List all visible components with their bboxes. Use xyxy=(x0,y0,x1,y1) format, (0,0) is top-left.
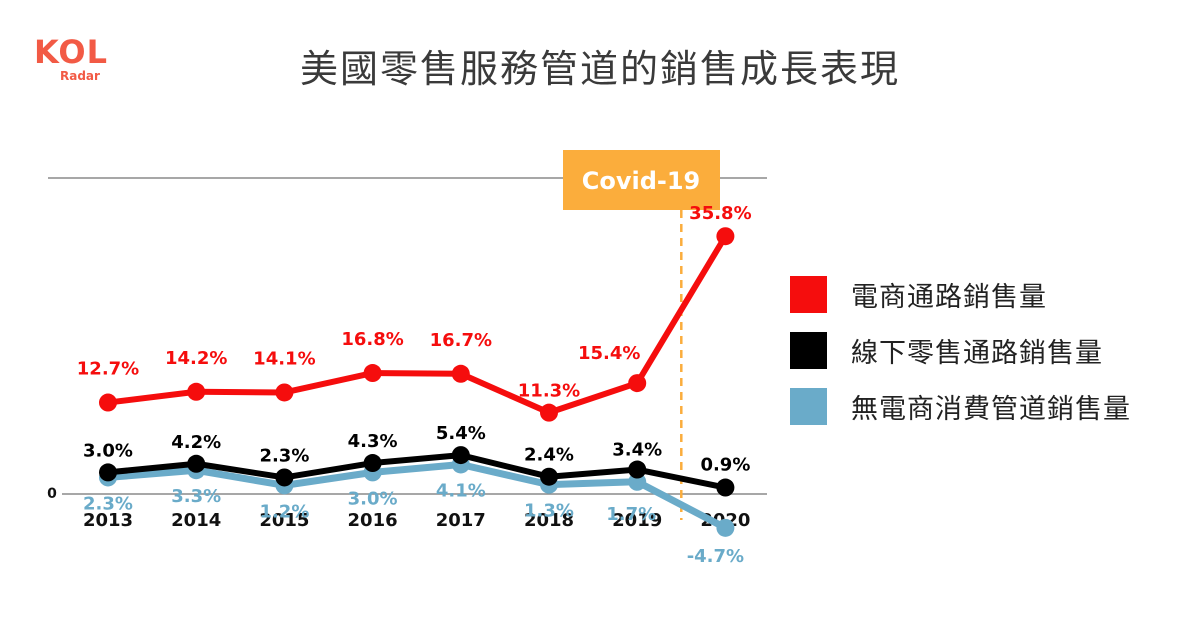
series-offline-data-label-2015: 2.3% xyxy=(259,445,309,466)
series-ecommerce-data-label-2018: 11.3% xyxy=(518,381,580,402)
series-ecommerce-point-2018 xyxy=(540,403,558,422)
series-ecommerce-point-2020 xyxy=(716,227,735,246)
series-ecommerce-segment-8-5 xyxy=(546,380,641,416)
series-offline-data-label-2014: 4.2% xyxy=(171,432,221,453)
series-non-ecommerce-data-label-2020: -4.7% xyxy=(687,546,744,567)
series-offline-point-2015 xyxy=(275,468,294,487)
x-tick-label-2014: 2014 xyxy=(171,510,221,531)
x-tick-label-2016: 2016 xyxy=(348,510,398,531)
series-non-ecommerce-point-2020 xyxy=(716,518,735,537)
legend-swatch-non-ecommerce xyxy=(790,387,827,425)
series-offline-segment-8-1 xyxy=(193,460,288,481)
series-offline-point-2020 xyxy=(716,478,735,497)
series-offline-point-2018 xyxy=(540,467,558,486)
legend-label-ecommerce: 電商通路銷售量 xyxy=(851,281,1047,313)
series-non-ecommerce-data-label-2017: 4.1% xyxy=(436,480,486,501)
series-offline-point-2017 xyxy=(451,446,470,465)
series-ecommerce-segment-8-3 xyxy=(369,370,464,377)
series-offline-data-label-2016: 4.3% xyxy=(348,431,398,452)
series-ecommerce-data-label-2016: 16.8% xyxy=(341,329,403,350)
chart-title: 美國零售服務管道的銷售成長表現 xyxy=(299,47,900,91)
series-non-ecommerce-segment-8-5 xyxy=(545,478,641,489)
series-ecommerce-point-2016 xyxy=(363,364,382,383)
series-ecommerce-point-2017 xyxy=(451,364,470,383)
series-ecommerce-segment-8-0 xyxy=(105,388,200,406)
legend-item-ecommerce: 電商通路銷售量 xyxy=(790,266,1131,322)
series-ecommerce-point-2019 xyxy=(628,374,647,393)
series-offline-data-label-2020: 0.9% xyxy=(700,455,750,476)
series-non-ecommerce-data-label-2015: 1.2% xyxy=(259,501,309,522)
series-ecommerce-segment-8-2 xyxy=(281,370,376,396)
series-ecommerce-segment-8-4 xyxy=(457,370,552,416)
series-ecommerce-point-2015 xyxy=(275,383,294,402)
series-ecommerce-data-label-2020: 35.8% xyxy=(689,203,751,224)
series-ecommerce-segment-8-1 xyxy=(193,388,288,396)
series-non-ecommerce-segment-8-0 xyxy=(104,466,200,481)
series-ecommerce-data-label-2019: 15.4% xyxy=(578,343,640,364)
series-offline-point-2014 xyxy=(187,454,206,473)
series-non-ecommerce-data-label-2013: 2.3% xyxy=(83,493,133,514)
series-offline-segment-8-3 xyxy=(369,452,464,467)
legend-label-non-ecommerce: 無電商消費管道銷售量 xyxy=(851,393,1131,425)
series-offline-data-label-2017: 5.4% xyxy=(436,423,486,444)
series-non-ecommerce-segment-8-3 xyxy=(369,460,465,476)
covid-annotation-label: Covid-19 xyxy=(582,167,701,195)
logo-main-text: KOL xyxy=(34,33,108,71)
series-ecommerce-point-2014 xyxy=(187,382,206,401)
logo-sub-text: Radar xyxy=(60,69,100,83)
x-tick-label-2017: 2017 xyxy=(436,510,486,531)
series-non-ecommerce-segment-8-2 xyxy=(280,468,377,489)
series-offline-point-2016 xyxy=(363,454,382,473)
x-tick-label-2013: 2013 xyxy=(83,510,133,531)
series-ecommerce-data-label-2015: 14.1% xyxy=(253,348,315,369)
series-non-ecommerce-segment-8-4 xyxy=(457,460,553,489)
legend-item-offline: 線下零售通路銷售量 xyxy=(790,322,1131,378)
legend-swatch-ecommerce xyxy=(790,275,827,313)
series-offline-segment-8-2 xyxy=(281,460,376,481)
series-offline-data-label-2018: 2.4% xyxy=(524,445,574,466)
series-offline-segment-8-5 xyxy=(546,466,641,480)
series-offline-segment-8-4 xyxy=(457,452,552,480)
series-non-ecommerce-data-label-2019: 1.7% xyxy=(606,504,656,525)
series-non-ecommerce-segment-8-1 xyxy=(192,466,288,489)
series-offline-segment-8-0 xyxy=(105,460,200,476)
x-tick-label-2015: 2015 xyxy=(259,510,309,531)
series-ecommerce-point-2013 xyxy=(99,393,117,412)
covid-annotation-box xyxy=(563,150,720,210)
series-offline-segment-8-6 xyxy=(634,466,729,491)
series-non-ecommerce-data-label-2016: 3.0% xyxy=(348,488,398,509)
series-ecommerce-data-label-2017: 16.7% xyxy=(430,330,492,351)
legend-item-non-ecommerce: 無電商消費管道銷售量 xyxy=(790,378,1131,434)
series-ecommerce-data-label-2014: 14.2% xyxy=(165,348,227,369)
series-offline-point-2019 xyxy=(628,460,647,479)
series-offline-data-label-2013: 3.0% xyxy=(83,440,133,461)
x-tick-label-2019: 2019 xyxy=(612,510,662,531)
legend-swatch-offline xyxy=(790,331,827,369)
series-non-ecommerce-data-label-2014: 3.3% xyxy=(171,486,221,507)
series-offline-data-label-2019: 3.4% xyxy=(612,440,662,461)
series-non-ecommerce-data-label-2018: 1.3% xyxy=(524,501,574,522)
series-ecommerce-data-label-2013: 12.7% xyxy=(77,359,139,380)
series-offline-point-2013 xyxy=(99,463,117,482)
series-non-ecommerce-segment-8-6 xyxy=(633,478,729,532)
series-ecommerce-segment-8-6 xyxy=(634,233,729,387)
chart-legend: 電商通路銷售量 線下零售通路銷售量 無電商消費管道銷售量 xyxy=(790,266,1131,434)
kol-radar-logo: KOL Radar xyxy=(34,36,124,92)
x-tick-label-2018: 2018 xyxy=(524,510,574,531)
y-zero-label: 0 xyxy=(47,486,57,502)
legend-label-offline: 線下零售通路銷售量 xyxy=(851,337,1103,369)
